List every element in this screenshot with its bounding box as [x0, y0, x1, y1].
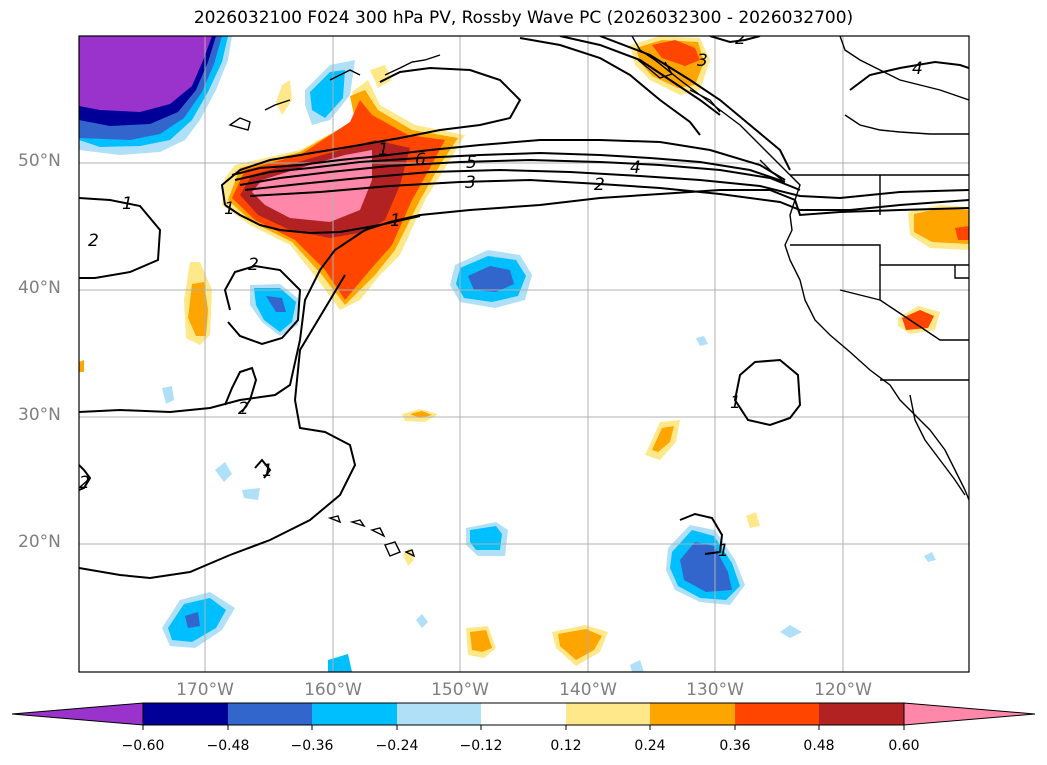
colorbar-tick-label: 0.24: [634, 738, 666, 754]
contour-label: 4: [630, 158, 641, 178]
colorbar-segment: [228, 703, 312, 725]
colorbar-tick-label: −0.12: [459, 738, 503, 754]
colorbar-segment: [312, 703, 397, 725]
colorbar-segment: [819, 703, 904, 725]
longitude-label: 120°W: [814, 680, 872, 700]
contour-label: 2: [248, 255, 259, 275]
colorbar-segment: [566, 703, 650, 725]
contour-label: 1: [224, 199, 235, 219]
coastlines: [228, 36, 969, 558]
contour-label: 2: [79, 473, 90, 493]
longitude-label: 130°W: [686, 680, 744, 700]
map-background: [79, 36, 969, 672]
colorbar-tick-label: 0.12: [550, 738, 582, 754]
longitude-label: 160°W: [304, 680, 362, 700]
colorbar-segment: [650, 703, 735, 725]
pv-contours: [79, 36, 969, 580]
contour-label: 2: [88, 231, 99, 251]
colorbar-segment: [143, 703, 228, 725]
colorbar-tick-label: −0.48: [206, 738, 250, 754]
latitude-label: 40°N: [18, 278, 61, 298]
contour-label: 4: [912, 59, 923, 79]
colorbar-frame: [142, 702, 905, 726]
contour-label: 1: [718, 541, 729, 561]
contour-label: 2: [594, 175, 605, 195]
latitude-label: 50°N: [18, 151, 61, 171]
colorbar-segment: [397, 703, 481, 725]
contour-label: 1: [122, 194, 133, 214]
shaded-anomalies: [79, 36, 969, 672]
colorbar-extend-right: [903, 702, 1036, 726]
colorbar-tick-label: −0.36: [290, 738, 334, 754]
contour-label: 3: [697, 51, 708, 71]
map-frame: [78, 35, 970, 673]
longitude-label: 170°W: [176, 680, 234, 700]
colorbar-segment: [735, 703, 819, 725]
latitude-label: 30°N: [18, 405, 61, 425]
contour-label: 6: [415, 150, 426, 170]
colorbar-tick-label: −0.24: [375, 738, 419, 754]
contour-label: 1: [378, 140, 389, 160]
longitude-label: 150°W: [431, 680, 489, 700]
contour-label: 2: [238, 399, 249, 419]
gridlines: [79, 36, 969, 672]
contour-label: 1: [730, 393, 741, 413]
colorbar-segment: [481, 703, 566, 725]
latitude-label: 20°N: [18, 532, 61, 552]
colorbar: [11, 702, 1036, 730]
contour-label: 1: [262, 461, 273, 481]
colorbar-tick-label: 0.36: [719, 738, 751, 754]
map-title: 2026032100 F024 300 hPa PV, Rossby Wave …: [193, 8, 854, 28]
colorbar-tick-label: 0.48: [803, 738, 835, 754]
longitude-label: 140°W: [559, 680, 617, 700]
contour-label: 3: [465, 173, 476, 193]
colorbar-tick-label: 0.60: [888, 738, 920, 754]
colorbar-extend-left: [11, 702, 144, 726]
contour-label: 5: [466, 153, 477, 173]
contour-label-group: 1 2 3 4 5 6 1 2 2 2 1 1 2 4 3 2 1 1 1: [79, 29, 923, 561]
contour-label: 1: [390, 211, 401, 231]
contour-label: 2: [735, 29, 746, 49]
colorbar-tick-label: −0.60: [121, 738, 165, 754]
